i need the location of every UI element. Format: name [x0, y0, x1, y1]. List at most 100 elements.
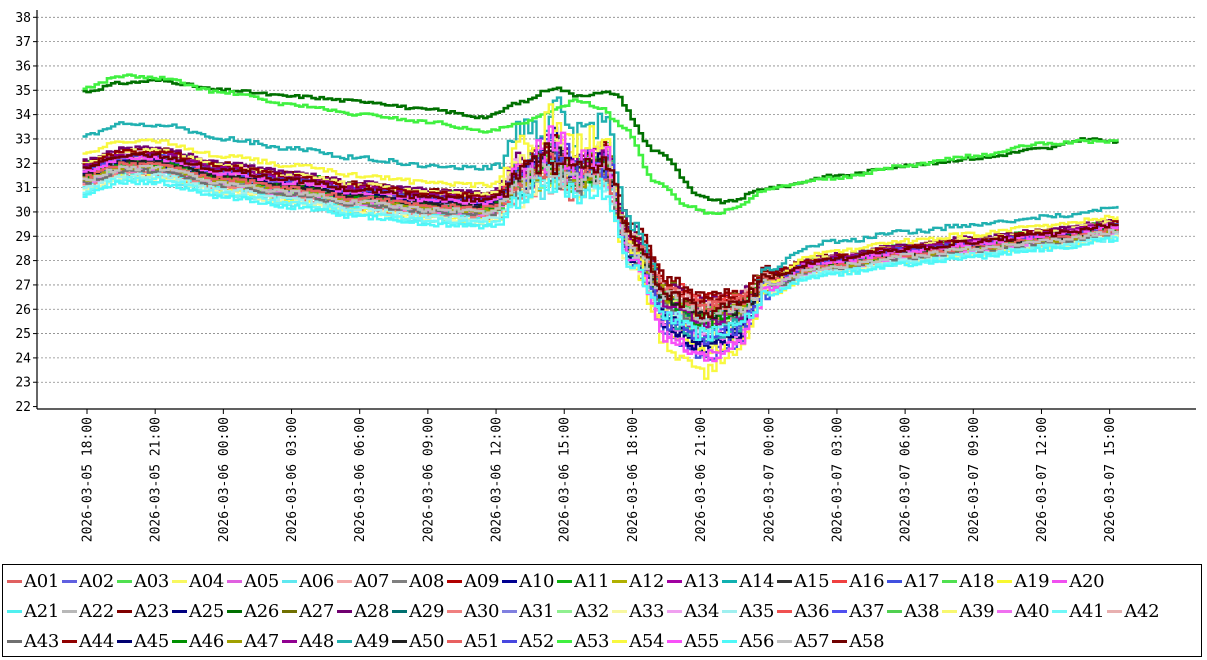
legend-swatch [1052, 579, 1068, 583]
legend-swatch [117, 639, 133, 643]
legend-item: A58 [832, 627, 885, 655]
legend-swatch [447, 579, 463, 583]
x-tick-label: 2026-03-07 06:00 [899, 417, 914, 542]
series-line-a54 [82, 103, 1119, 380]
legend-label: A11 [574, 570, 610, 592]
x-tick-label: 2026-03-07 12:00 [1035, 417, 1050, 542]
legend-label: A19 [1014, 570, 1050, 592]
legend-label: A46 [189, 630, 225, 652]
legend-label: A02 [79, 570, 115, 592]
legend-label: A31 [519, 600, 555, 622]
legend-swatch [777, 579, 793, 583]
legend-item: A05 [227, 567, 279, 595]
legend-label: A44 [79, 630, 115, 652]
legend-label: A28 [354, 600, 390, 622]
legend-swatch [337, 639, 353, 643]
y-tick-label: 28 [15, 254, 31, 269]
legend-item: A48 [282, 627, 334, 655]
legend-item: A42 [1107, 597, 1160, 625]
legend-row: A21 A22 A23 A25 A26 A27 A28 A29 A30 A31 A32 A33 A34 A… [7, 597, 1162, 625]
legend-label: A03 [134, 570, 170, 592]
legend-item: A32 [557, 597, 609, 625]
legend-swatch [447, 609, 463, 613]
legend-item: A22 [62, 597, 114, 625]
legend-item: A33 [612, 597, 664, 625]
legend-item: A27 [282, 597, 334, 625]
legend-swatch [1107, 609, 1123, 613]
x-tick-label: 2026-03-06 12:00 [490, 417, 505, 542]
legend-item: A43 [7, 627, 59, 655]
legend-swatch [832, 639, 848, 643]
legend-label: A25 [189, 600, 225, 622]
legend-swatch [117, 579, 133, 583]
legend-item: A06 [282, 567, 334, 595]
legend-item: A04 [172, 567, 224, 595]
y-tick-label: 32 [15, 157, 31, 172]
legend-swatch [172, 639, 188, 643]
legend-item: A51 [447, 627, 499, 655]
legend-item: A11 [557, 567, 609, 595]
legend-label: A13 [684, 570, 720, 592]
legend-label: A43 [24, 630, 60, 652]
x-tick-label: 2026-03-05 21:00 [149, 417, 164, 542]
legend-label: A37 [849, 600, 885, 622]
legend-swatch [667, 639, 683, 643]
x-tick-label: 2026-03-06 15:00 [558, 417, 573, 542]
legend-item: A55 [667, 627, 720, 655]
legend-item: A53 [557, 627, 609, 655]
legend-item: A40 [997, 597, 1050, 625]
legend-label: A17 [904, 570, 940, 592]
legend-label: A33 [629, 600, 665, 622]
legend-item: A50 [392, 627, 444, 655]
legend-item: A38 [887, 597, 940, 625]
legend-label: A05 [244, 570, 280, 592]
y-tick-label: 37 [15, 35, 31, 50]
legend-item: A41 [1052, 597, 1105, 625]
legend-label: A45 [134, 630, 170, 652]
legend-label: A32 [574, 600, 610, 622]
x-tick-label: 2026-03-07 03:00 [830, 417, 845, 542]
y-tick-label: 25 [15, 327, 31, 342]
legend-swatch [282, 639, 298, 643]
legend-item: A54 [612, 627, 664, 655]
legend-label: A36 [794, 600, 830, 622]
x-tick-label: 2026-03-07 15:00 [1103, 417, 1118, 542]
legend-item: A12 [612, 567, 664, 595]
legend-item: A21 [7, 597, 59, 625]
legend-swatch [392, 579, 408, 583]
series-line-a26 [82, 78, 1119, 205]
legend-swatch [1052, 609, 1068, 613]
legend-swatch [667, 579, 683, 583]
x-tick-label: 2026-03-06 00:00 [217, 417, 232, 542]
legend-swatch [502, 609, 518, 613]
legend-swatch [62, 579, 78, 583]
y-tick-label: 35 [15, 84, 31, 99]
legend-swatch [667, 609, 683, 613]
x-tick-labels: 2026-03-05 18:00 2026-03-05 21:00 2026-03-… [80, 409, 1118, 542]
legend-swatch [282, 579, 298, 583]
y-tick-label: 23 [15, 376, 31, 391]
legend-label: A57 [794, 630, 830, 652]
legend-swatch [777, 609, 793, 613]
legend-item: A03 [117, 567, 169, 595]
legend-item: A08 [392, 567, 444, 595]
legend-swatch [117, 609, 133, 613]
legend-label: A56 [739, 630, 775, 652]
axes [36, 10, 1196, 410]
x-tick-label: 2026-03-06 06:00 [353, 417, 368, 542]
legend: A01 A02 A03 A04 A05 A06 A07 A08 A09 A10 A11 A12 A13 A… [2, 564, 1202, 657]
legend-label: A39 [959, 600, 995, 622]
legend-swatch [722, 609, 738, 613]
x-tick-label: 2026-03-06 09:00 [421, 417, 436, 542]
legend-swatch [337, 609, 353, 613]
legend-item: A16 [832, 567, 885, 595]
legend-item: A13 [667, 567, 720, 595]
y-tick-label: 22 [15, 400, 31, 415]
legend-swatch [7, 609, 22, 613]
legend-swatch [282, 609, 298, 613]
legend-label: A14 [739, 570, 775, 592]
legend-swatch [942, 609, 958, 613]
legend-label: A55 [684, 630, 720, 652]
legend-swatch [722, 639, 738, 643]
legend-item: A02 [62, 567, 114, 595]
